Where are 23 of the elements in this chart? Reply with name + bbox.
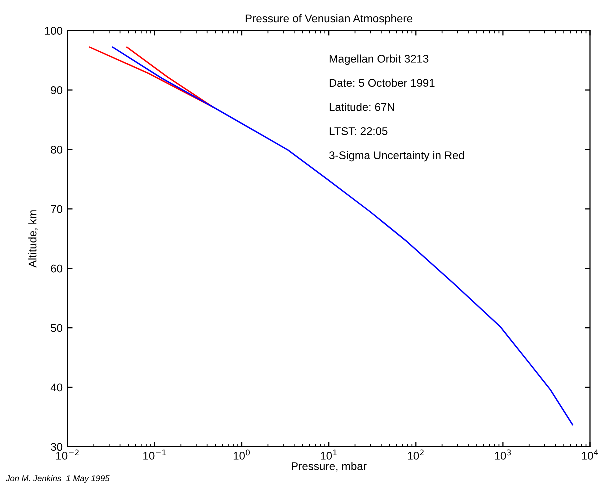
y-tick-label: 30 — [51, 443, 63, 452]
text: Jon M. Jenkins 1 May 1995 — [6, 475, 110, 484]
x-tick-label: 10$^{1}$ — [321, 450, 337, 460]
y-tick-label: 60 — [51, 264, 63, 273]
y-tick-label: 50 — [51, 324, 63, 332]
y-tick-label: 100 — [45, 27, 63, 35]
y-tick-label: 70 — [51, 205, 63, 214]
y-axis-title: Altitude, km — [28, 210, 38, 268]
x-tick-label: 10$^{0}$ — [234, 450, 250, 460]
x-axis-title: Pressure, mbar — [292, 462, 367, 472]
annotation: LTST: 22:05 — [330, 127, 388, 136]
annotation: Latitude: 67N — [330, 103, 394, 112]
x-tick-label: 10$^{4}$ — [582, 450, 598, 460]
y-tick-label: 40 — [50, 384, 63, 392]
x-tick-label: 10$^{2}$ — [408, 450, 424, 460]
annotation: Date: 5 October 1991 — [330, 78, 435, 88]
y-tick-label: 80 — [51, 146, 63, 154]
chart-title: Pressure of Venusian Atmosphere — [246, 14, 413, 25]
y-tick-label: 90 — [51, 86, 63, 94]
annotation: Magellan Orbit 3213 — [330, 54, 429, 66]
x-tick-label: 10$^{−1}$ — [144, 450, 166, 460]
x-tick-label: 10$^{3}$ — [495, 450, 512, 460]
annotation: 3-Sigma Uncertainty in Red — [329, 151, 464, 162]
